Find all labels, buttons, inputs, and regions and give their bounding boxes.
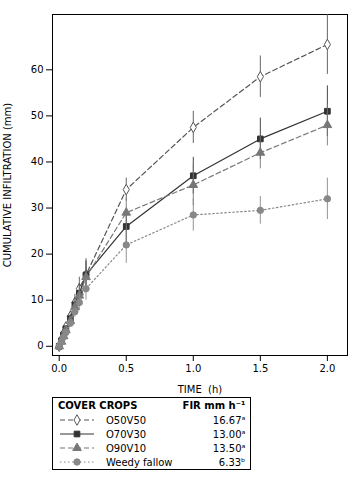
svg-text:30: 30 — [31, 202, 44, 213]
svg-text:60: 60 — [31, 64, 44, 75]
html-text:O70V30: O70V30 — [106, 428, 147, 440]
html-text:COVER CROPS: COVER CROPS — [58, 400, 138, 411]
svg-text:CUMULATIVE INFILTRATION (mm): CUMULATIVE INFILTRATION (mm) — [2, 103, 13, 268]
html-text:O90V10: O90V10 — [106, 442, 147, 454]
svg-text:10: 10 — [31, 294, 44, 305]
svg-text:TIME (h): TIME (h) — [177, 384, 223, 395]
html-text:13.50ᵃ: 13.50ᵃ — [212, 442, 246, 454]
html-text:6.33ᵇ: 6.33ᵇ — [218, 456, 246, 468]
html-text:FIR mm h⁻¹: FIR mm h⁻¹ — [182, 400, 246, 411]
svg-text:20: 20 — [31, 248, 44, 259]
html-text:13.00ᵃ: 13.00ᵃ — [212, 428, 246, 440]
svg-text:0.5: 0.5 — [118, 363, 134, 374]
svg-text:40: 40 — [31, 156, 44, 167]
svg-text:0: 0 — [37, 340, 43, 351]
svg-text:2.0: 2.0 — [319, 363, 335, 374]
html-text:O50V50: O50V50 — [106, 414, 147, 426]
svg-text:0.0: 0.0 — [51, 363, 67, 374]
html-text:16.67ᵃ: 16.67ᵃ — [212, 414, 246, 426]
svg-text:1.0: 1.0 — [185, 363, 201, 374]
html-text:Weedy fallow: Weedy fallow — [106, 456, 173, 468]
svg-text:50: 50 — [31, 110, 44, 121]
svg-text:1.5: 1.5 — [252, 363, 268, 374]
